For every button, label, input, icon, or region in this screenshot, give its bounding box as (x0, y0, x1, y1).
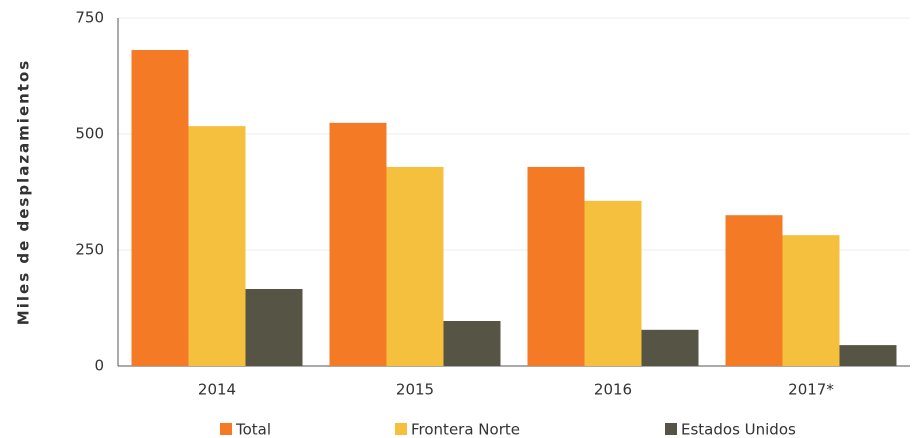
legend-swatch (220, 423, 232, 435)
y-tick-label: 500 (75, 125, 104, 143)
bar (527, 166, 585, 366)
bar (131, 50, 189, 367)
x-tick-label: 2016 (594, 381, 632, 399)
bar (584, 200, 642, 366)
bar (188, 126, 246, 366)
bar (839, 345, 897, 366)
bar (443, 320, 501, 366)
x-tick-label: 2015 (396, 381, 434, 399)
legend-label: Frontera Norte (411, 421, 520, 438)
y-tick-label: 0 (94, 357, 104, 375)
y-tick-label: 750 (75, 9, 104, 27)
bar (386, 166, 444, 366)
legend-swatch (395, 423, 407, 435)
x-tick-label: 2014 (198, 381, 236, 399)
bar (641, 329, 699, 366)
bar (245, 288, 303, 366)
bar (329, 122, 387, 366)
x-tick-label: 2017* (788, 381, 834, 399)
legend-label: Estados Unidos (681, 421, 796, 438)
bar (782, 235, 840, 366)
y-tick-label: 250 (75, 241, 104, 259)
legend-label: Total (235, 421, 271, 438)
bar (725, 215, 783, 366)
y-axis-label: Miles de desplazamientos (15, 59, 33, 325)
legend-swatch (665, 423, 677, 435)
